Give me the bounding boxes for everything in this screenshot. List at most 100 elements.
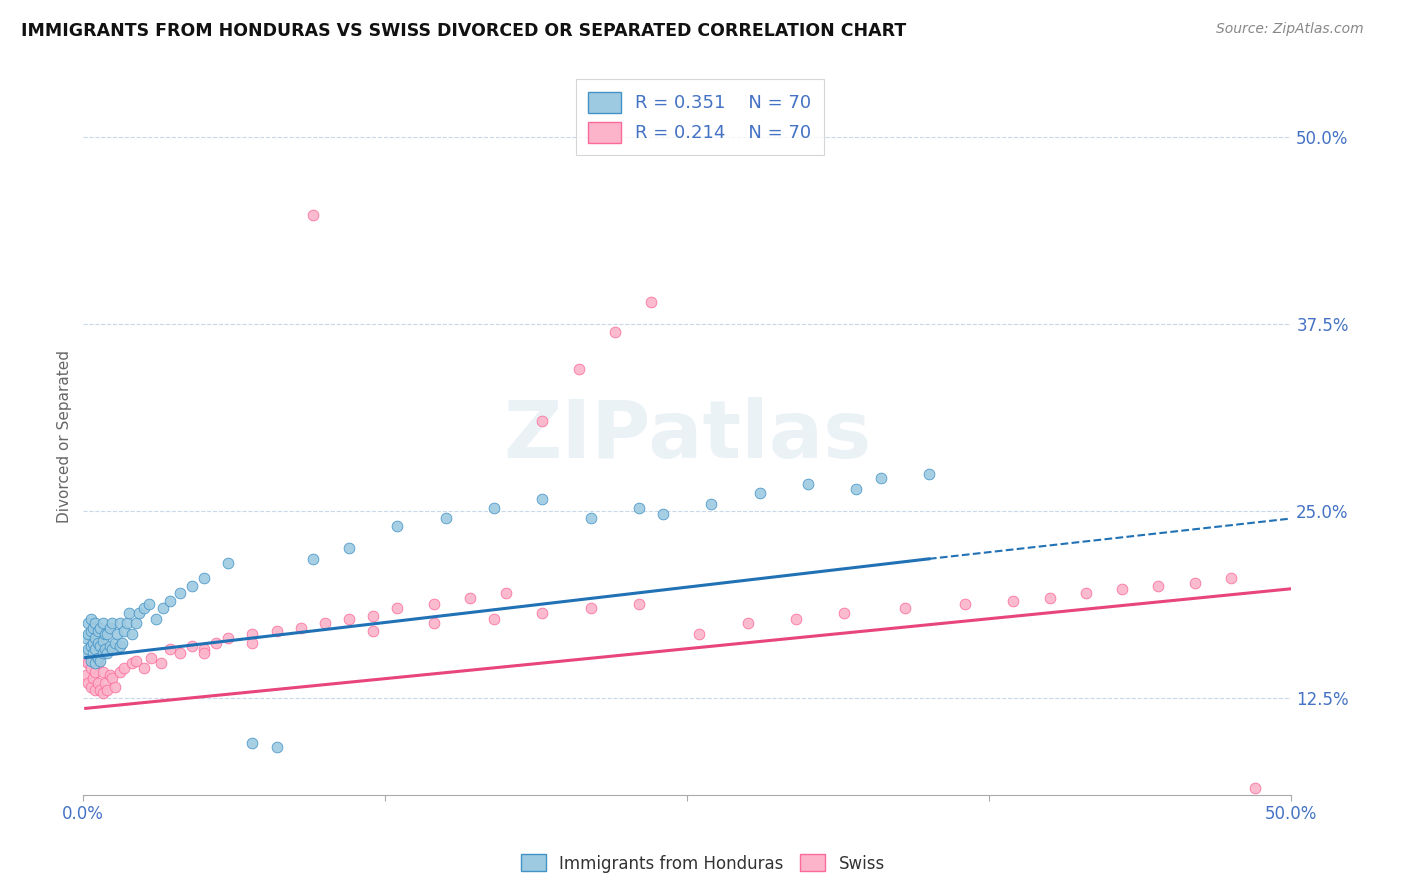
Point: [652, 507, 675, 521]
Point: [79, 624, 101, 638]
Point: [79, 612, 101, 626]
Point: [169, 586, 191, 600]
Point: [217, 557, 239, 571]
Point: [75, 668, 97, 682]
Point: [568, 362, 591, 376]
Point: [94, 676, 117, 690]
Point: [79, 661, 101, 675]
Point: [314, 616, 336, 631]
Point: [748, 486, 770, 500]
Point: [89, 621, 111, 635]
Point: [159, 641, 181, 656]
Point: [1219, 571, 1241, 585]
Point: [138, 597, 160, 611]
Point: [169, 646, 191, 660]
Point: [118, 606, 141, 620]
Point: [75, 631, 97, 645]
Point: [77, 641, 100, 656]
Point: [242, 626, 264, 640]
Point: [139, 650, 162, 665]
Point: [91, 616, 114, 631]
Point: [84, 683, 107, 698]
Point: [87, 657, 110, 671]
Point: [98, 668, 121, 682]
Point: [1002, 593, 1025, 607]
Point: [112, 624, 135, 638]
Point: [125, 616, 148, 631]
Point: [89, 683, 111, 698]
Point: [75, 646, 97, 660]
Point: [531, 491, 554, 506]
Point: [422, 597, 444, 611]
Point: [105, 626, 128, 640]
Point: [91, 646, 114, 660]
Point: [785, 612, 807, 626]
Point: [82, 653, 104, 667]
Point: [640, 294, 662, 309]
Point: [79, 653, 101, 667]
Point: [1111, 582, 1133, 596]
Point: [301, 552, 323, 566]
Point: [132, 601, 155, 615]
Point: [121, 626, 143, 640]
Point: [98, 639, 121, 653]
Point: [337, 541, 360, 556]
Point: [87, 635, 110, 649]
Point: [82, 646, 104, 660]
Point: [737, 616, 759, 631]
Point: [242, 635, 264, 649]
Point: [145, 612, 167, 626]
Point: [79, 639, 101, 653]
Point: [84, 657, 107, 671]
Point: [89, 639, 111, 653]
Point: [108, 639, 131, 653]
Point: [79, 681, 101, 695]
Point: [101, 641, 124, 656]
Point: [94, 626, 117, 640]
Point: [193, 571, 215, 585]
Point: [845, 482, 868, 496]
Point: [84, 631, 107, 645]
Point: [834, 606, 856, 620]
Y-axis label: Divorced or Separated: Divorced or Separated: [58, 350, 72, 523]
Point: [108, 616, 131, 631]
Point: [290, 621, 312, 635]
Point: [104, 681, 127, 695]
Point: [77, 626, 100, 640]
Point: [893, 601, 915, 615]
Point: [101, 616, 124, 631]
Point: [361, 624, 384, 638]
Point: [387, 519, 409, 533]
Point: [266, 740, 288, 755]
Point: [77, 676, 100, 690]
Point: [1184, 575, 1206, 590]
Point: [603, 325, 626, 339]
Point: [132, 661, 155, 675]
Point: [104, 635, 127, 649]
Point: [101, 672, 124, 686]
Point: [87, 650, 110, 665]
Point: [128, 606, 150, 620]
Point: [112, 661, 135, 675]
Point: [82, 635, 104, 649]
Point: [94, 641, 117, 656]
Point: [1074, 586, 1097, 600]
Point: [96, 626, 118, 640]
Point: [579, 601, 602, 615]
Point: [688, 626, 710, 640]
Point: [217, 631, 239, 645]
Legend: R = 0.351    N = 70, R = 0.214    N = 70: R = 0.351 N = 70, R = 0.214 N = 70: [575, 79, 824, 155]
Point: [700, 496, 723, 510]
Point: [531, 414, 554, 428]
Point: [91, 686, 114, 700]
Point: [1244, 780, 1267, 795]
Point: [91, 634, 114, 648]
Point: [84, 616, 107, 631]
Point: [75, 653, 97, 667]
Point: [121, 657, 143, 671]
Point: [91, 665, 114, 680]
Point: [1039, 591, 1062, 605]
Point: [797, 477, 820, 491]
Point: [1147, 579, 1170, 593]
Point: [193, 646, 215, 660]
